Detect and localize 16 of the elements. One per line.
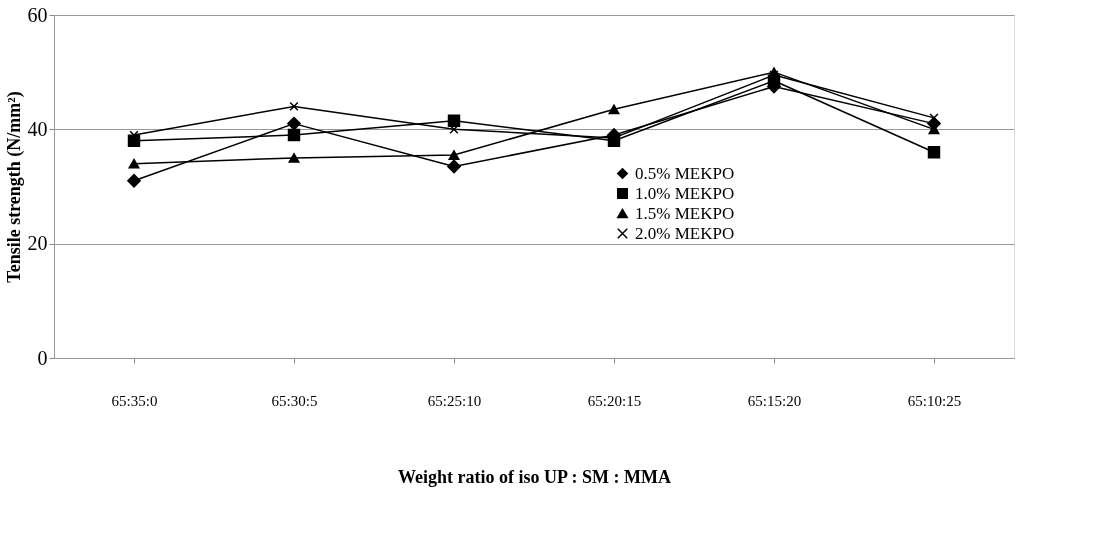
y-tick-label: 0 — [37, 346, 48, 369]
x-tick-label: 65:30:5 — [271, 392, 318, 409]
x-tick-label: 65:15:20 — [747, 392, 802, 409]
legend-label: 1.5% MEKPO — [635, 203, 735, 223]
y-tick-label: 60 — [27, 3, 48, 26]
x-tick-label: 65:35:0 — [111, 392, 158, 409]
x-tick-label: 65:20:15 — [587, 392, 642, 409]
legend-label: 0.5% MEKPO — [635, 163, 735, 183]
y-tick-label: 20 — [27, 232, 48, 255]
x-tick-label: 65:25:10 — [427, 392, 482, 409]
legend-label: 1.0% MEKPO — [635, 183, 735, 203]
x-tick-label: 65:10:25 — [907, 392, 962, 409]
legend-label: 2.0% MEKPO — [635, 223, 735, 243]
y-tick-label: 40 — [27, 117, 48, 140]
y-axis-title: Tensile strength (N/mm²) — [3, 91, 25, 283]
x-axis-title: Weight ratio of iso UP : SM : MMA — [398, 466, 671, 487]
